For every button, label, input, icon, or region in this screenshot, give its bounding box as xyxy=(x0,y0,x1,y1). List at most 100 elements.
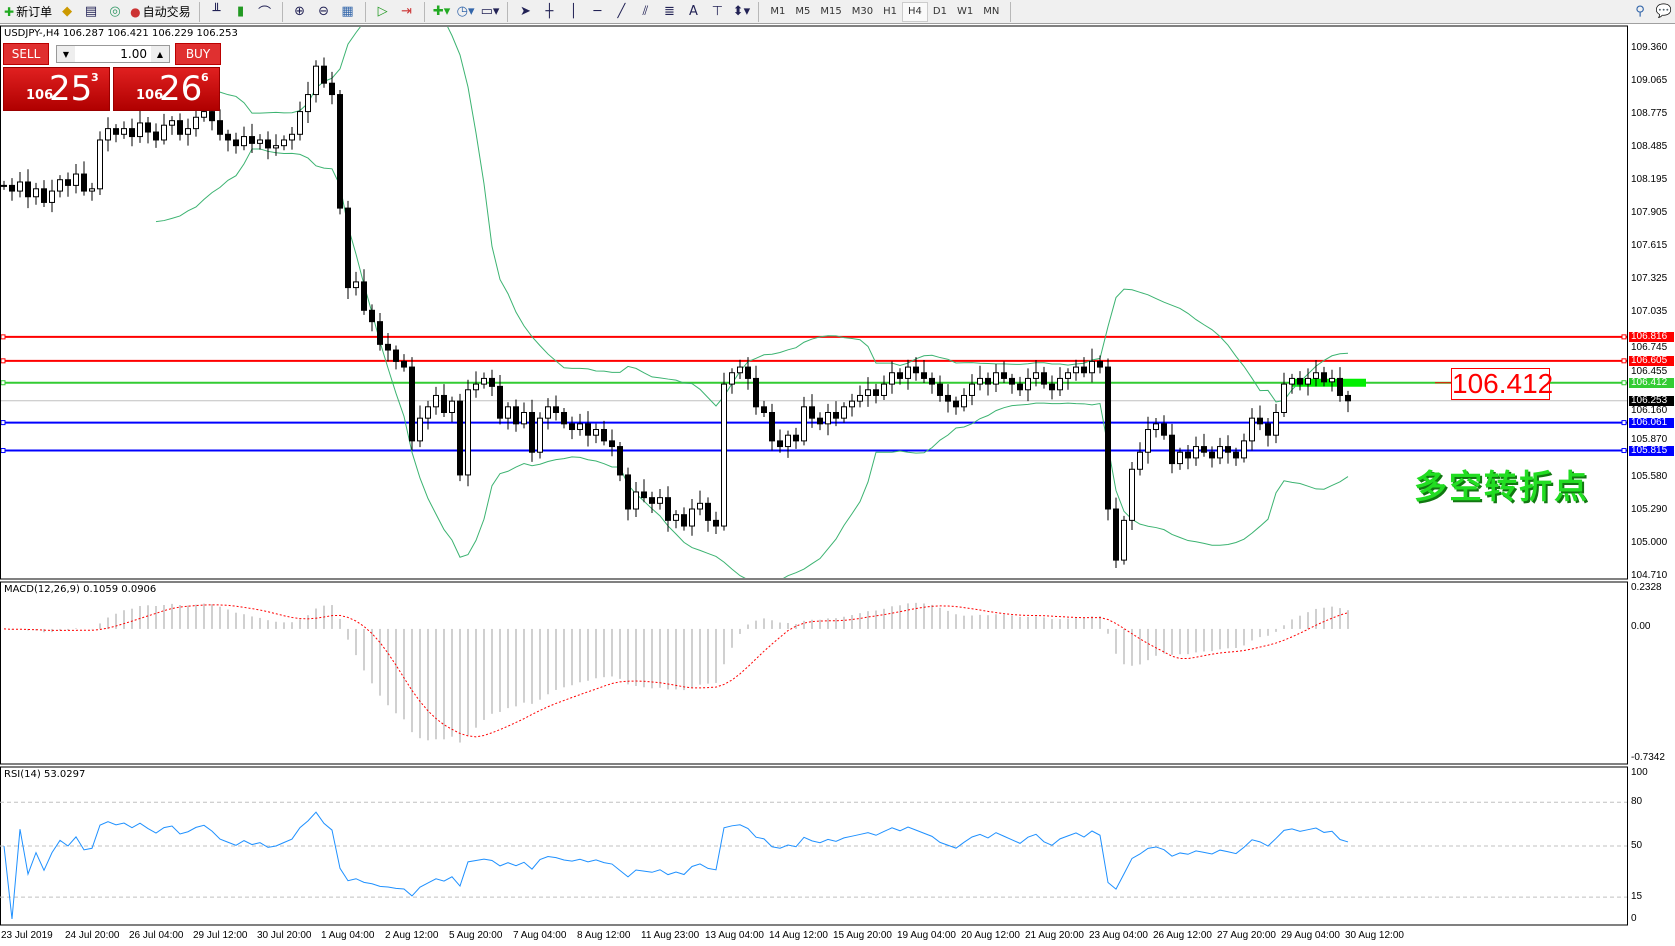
bearish-candle-body xyxy=(369,309,375,323)
candle xyxy=(849,393,855,417)
candle xyxy=(601,420,607,446)
candle xyxy=(217,109,223,141)
candle xyxy=(25,169,31,209)
lot-value[interactable]: 1.00 xyxy=(120,47,147,61)
cursor-icon[interactable]: ➤ xyxy=(519,4,531,19)
candle xyxy=(1241,433,1247,463)
candle xyxy=(305,81,311,123)
time-axis-label: 27 Aug 20:00 xyxy=(1217,930,1276,941)
chart-canvas[interactable] xyxy=(0,24,1675,946)
timeframe-bar: M1 M5 M15 M30 H1 H4 D1 W1 MN xyxy=(765,1,1004,22)
timeframe-m15[interactable]: M15 xyxy=(820,6,842,17)
timeframe-m30[interactable]: M30 xyxy=(851,6,874,17)
candle xyxy=(17,171,23,198)
timeframe-m5[interactable]: M5 xyxy=(795,6,811,17)
new-order-label: 新订单 xyxy=(16,5,53,19)
arrows-icon[interactable]: ⬍▾ xyxy=(732,4,751,19)
level-handle xyxy=(1621,420,1627,426)
sell-button[interactable]: SELL xyxy=(3,43,49,65)
annotation-text[interactable]: 多空转折点 xyxy=(1414,467,1589,506)
candle xyxy=(593,423,599,444)
zoom-out-icon[interactable]: ⊖ xyxy=(318,4,330,19)
bearish-candle-body xyxy=(665,497,671,521)
timeframe-w1[interactable]: W1 xyxy=(956,6,974,17)
chart-shift-icon[interactable]: ▷ xyxy=(377,4,388,19)
candle xyxy=(1281,372,1287,418)
buy-price[interactable]: 106 26 6 xyxy=(113,67,220,111)
time-axis-label: 2 Aug 12:00 xyxy=(385,930,439,941)
bullish-candle-body xyxy=(425,406,431,419)
timeframe-h1[interactable]: H1 xyxy=(883,6,897,17)
candle xyxy=(545,398,551,430)
candle xyxy=(185,118,191,146)
lot-decrease-icon[interactable]: ▼ xyxy=(57,46,75,62)
signal-icon[interactable]: ◎ xyxy=(109,4,121,19)
auto-trading-button[interactable]: ● 自动交易 xyxy=(128,2,193,22)
text-label-icon[interactable]: ⊤ xyxy=(711,4,724,19)
autoscroll-icon[interactable]: ⇥ xyxy=(401,4,413,19)
candle xyxy=(41,180,47,207)
candle xyxy=(513,399,519,432)
horizontal-line-icon[interactable]: ─ xyxy=(593,4,602,19)
sell-price[interactable]: 106 25 3 xyxy=(3,67,110,111)
candle xyxy=(625,467,631,521)
candle xyxy=(801,396,807,446)
bar-chart-icon[interactable]: ╨ xyxy=(212,4,221,19)
bearish-candle-body xyxy=(601,429,607,442)
level-handle xyxy=(1,420,6,426)
crosshair-icon[interactable]: ┼ xyxy=(545,4,554,19)
bullish-candle-body xyxy=(481,377,487,385)
new-order-button[interactable]: ✚ 新订单 xyxy=(2,2,54,22)
bearish-candle-body xyxy=(809,406,815,419)
buy-button[interactable]: BUY xyxy=(175,43,221,65)
fibonacci-icon[interactable]: ⫽ xyxy=(642,4,649,19)
bullish-candle-body xyxy=(1313,372,1319,379)
bearish-candle-body xyxy=(81,173,87,192)
timeframe-d1[interactable]: D1 xyxy=(932,6,947,17)
tile-windows-icon[interactable]: ▦ xyxy=(341,4,354,19)
candle xyxy=(1105,358,1111,521)
candle xyxy=(833,401,839,427)
candle xyxy=(569,416,575,440)
text-icon[interactable]: A xyxy=(688,4,698,19)
bullish-candle-body xyxy=(1025,377,1031,391)
indicators-icon[interactable]: ✚▾ xyxy=(432,4,451,19)
templates-icon[interactable]: ▭▾ xyxy=(480,4,500,19)
line-chart-icon[interactable]: ⌒ xyxy=(258,6,272,21)
timeframe-h4[interactable]: H4 xyxy=(902,1,928,22)
bearish-candle-body xyxy=(217,120,223,135)
time-axis-label: 21 Aug 20:00 xyxy=(1025,930,1084,941)
expert-icon[interactable]: ◆ xyxy=(62,4,73,19)
toolbar-separator xyxy=(758,1,760,22)
bearish-candle-body xyxy=(1337,377,1343,396)
level-callout[interactable]: 106.412 xyxy=(1451,368,1554,400)
zoom-in-icon[interactable]: ⊕ xyxy=(294,4,306,19)
bearish-candle-body xyxy=(1169,434,1175,465)
bearish-candle-body xyxy=(361,281,367,311)
bearish-candle-body xyxy=(1017,383,1023,391)
candle xyxy=(1273,403,1279,444)
candle xyxy=(561,407,567,429)
timeframe-m1[interactable]: M1 xyxy=(770,6,786,17)
timeframe-mn[interactable]: MN xyxy=(983,6,1000,17)
candle xyxy=(793,427,799,449)
candle xyxy=(145,117,151,144)
trendline-icon[interactable]: ╱ xyxy=(617,4,626,19)
candle xyxy=(441,384,447,418)
navigator-icon[interactable]: ▤ xyxy=(84,4,98,19)
candle xyxy=(1305,368,1311,396)
candle xyxy=(249,123,255,154)
fibo-fan-icon[interactable]: ≣ xyxy=(663,4,675,19)
candle xyxy=(289,127,295,150)
vertical-line-icon[interactable]: │ xyxy=(569,4,578,19)
lot-size-input[interactable]: ▼ 1.00 ▲ xyxy=(56,45,170,63)
candlestick-icon[interactable]: ▮ xyxy=(237,4,245,19)
chat-icon[interactable]: 💬 xyxy=(1655,4,1673,19)
bearish-candle-body xyxy=(777,440,783,448)
candle xyxy=(841,402,847,423)
lot-increase-icon[interactable]: ▲ xyxy=(151,46,169,62)
search-icon[interactable]: ⚲ xyxy=(1635,4,1645,19)
level-handle xyxy=(1,380,6,386)
candle xyxy=(1161,415,1167,440)
periods-icon[interactable]: ◷▾ xyxy=(456,4,475,19)
